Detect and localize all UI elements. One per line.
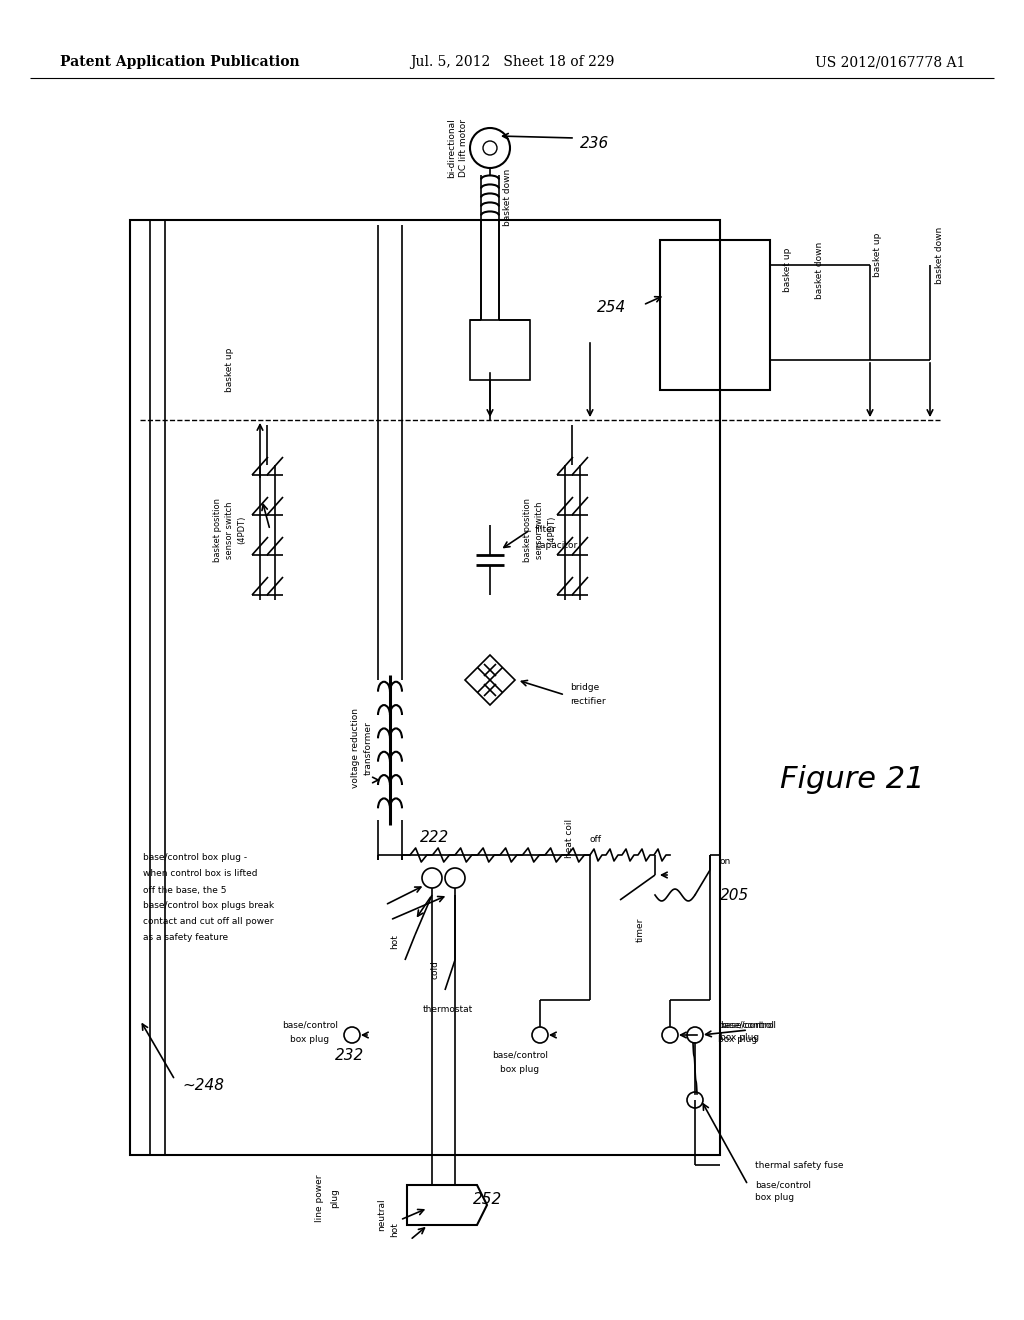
Text: base/control: base/control [718, 1020, 774, 1030]
Text: basket position: basket position [523, 498, 532, 562]
Text: 252: 252 [473, 1192, 502, 1208]
Text: base/control: base/control [492, 1051, 548, 1060]
Text: rectifier: rectifier [570, 697, 605, 706]
Text: box plug: box plug [720, 1034, 759, 1043]
Text: thermal safety fuse: thermal safety fuse [755, 1160, 844, 1170]
Text: bridge: bridge [570, 684, 599, 693]
Text: basket position: basket position [213, 498, 222, 562]
Text: base/control box plugs break: base/control box plugs break [143, 902, 274, 911]
Text: basket down: basket down [504, 169, 512, 226]
Text: voltage reduction: voltage reduction [350, 708, 359, 788]
Text: base/control: base/control [282, 1020, 338, 1030]
Text: Figure 21: Figure 21 [780, 766, 925, 795]
Bar [130, 220, 720, 1155]
Text: basket up: basket up [225, 347, 234, 392]
Text: (4PDT): (4PDT) [548, 516, 556, 544]
Text: as a safety feature: as a safety feature [143, 933, 228, 942]
Text: 236: 236 [580, 136, 609, 150]
Text: base/control: base/control [720, 1020, 776, 1030]
Text: hot: hot [390, 1222, 399, 1237]
Text: basket up: basket up [783, 248, 793, 292]
Text: filter: filter [535, 525, 556, 535]
Text: 254: 254 [597, 301, 626, 315]
Text: hot: hot [390, 935, 399, 949]
Text: on: on [720, 858, 731, 866]
Text: 222: 222 [420, 830, 450, 846]
Text: 232: 232 [335, 1048, 365, 1063]
Text: base/control box plug -: base/control box plug - [143, 854, 247, 862]
Text: basket up: basket up [873, 232, 883, 277]
Bar [470, 319, 530, 380]
Text: box plug: box plug [501, 1065, 540, 1074]
Text: line power: line power [315, 1175, 325, 1222]
Text: off the base, the 5: off the base, the 5 [143, 886, 226, 895]
Text: transformer: transformer [364, 721, 373, 775]
Text: base/control: base/control [755, 1180, 811, 1189]
Text: box plug: box plug [291, 1035, 330, 1044]
Text: ~248: ~248 [182, 1077, 224, 1093]
Text: sensor switch: sensor switch [536, 502, 545, 558]
Text: Jul. 5, 2012   Sheet 18 of 229: Jul. 5, 2012 Sheet 18 of 229 [410, 55, 614, 69]
Text: plug: plug [331, 1188, 340, 1208]
Text: 205: 205 [720, 887, 750, 903]
Text: basket down: basket down [936, 226, 944, 284]
Text: bi-directional: bi-directional [447, 117, 457, 178]
Bar [660, 240, 770, 389]
Text: sensor switch: sensor switch [225, 502, 234, 558]
Text: timer: timer [636, 917, 644, 942]
Text: when control box is lifted: when control box is lifted [143, 870, 257, 879]
Text: capacitor: capacitor [535, 540, 578, 549]
Text: box plug: box plug [755, 1193, 795, 1203]
Text: box plug: box plug [718, 1035, 757, 1044]
Text: Patent Application Publication: Patent Application Publication [60, 55, 300, 69]
Text: basket down: basket down [815, 242, 824, 298]
Text: cold: cold [430, 961, 439, 979]
Text: heat coil: heat coil [565, 818, 574, 858]
Text: DC lift motor: DC lift motor [460, 119, 469, 177]
Text: contact and cut off all power: contact and cut off all power [143, 917, 273, 927]
Text: (4PDT): (4PDT) [238, 516, 247, 544]
Text: neutral: neutral [378, 1199, 386, 1232]
Text: US 2012/0167778 A1: US 2012/0167778 A1 [815, 55, 965, 69]
Text: thermostat: thermostat [423, 1006, 473, 1015]
Text: off: off [589, 836, 601, 845]
